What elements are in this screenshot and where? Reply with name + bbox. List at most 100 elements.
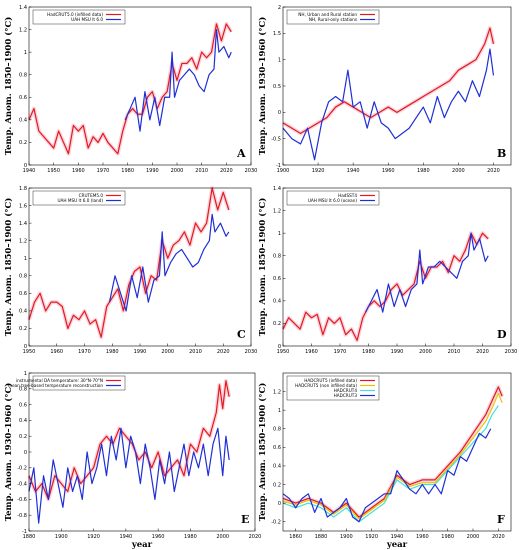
x-tick-label: 1980 (417, 168, 430, 174)
x-tick-label: 2030 (505, 349, 518, 355)
x-tick-label: 2000 (419, 349, 432, 355)
y-tick-label: 0.2 (19, 140, 27, 146)
legend-entry-label: UAH MSU lt 6.0 (71, 17, 103, 22)
legend-entry-label: HADCRUT5 (non infilled data) (295, 383, 357, 388)
x-tick-label: 1880 (23, 534, 36, 540)
y-tick-label: 0.6 (19, 95, 27, 101)
y-tick-label: 0.8 (19, 387, 27, 393)
y-tick-label: 1.2 (19, 238, 27, 244)
panel-letter: E (241, 513, 249, 526)
y-tick-label: 1 (24, 256, 27, 262)
legend-entry-label: NH, Rural-only stations (309, 17, 357, 22)
x-tick-label: 2010 (189, 349, 202, 355)
x-tick-label: 2000 (216, 534, 229, 540)
chart-panel-c: 1950 1960 1970 1980 1990 2000 2010 2020 2030 0 0.2… (3, 186, 257, 355)
series-line-0 (28, 23, 232, 155)
legend-box (32, 9, 126, 25)
y-axis-label: Temp. Anom. 1930–1960 (°C) (3, 383, 14, 522)
plot-area (283, 7, 511, 165)
chart-panel-f: 1860 1880 1900 1920 1940 1960 1980 2000 2020 -0.2… (257, 372, 512, 550)
x-tick-label: 2000 (171, 168, 184, 174)
y-tick-label: 0.6 (273, 445, 281, 451)
y-tick-label: 0 (278, 110, 281, 116)
y-tick-label: 1 (278, 408, 281, 414)
x-tick-label: 2020 (249, 534, 262, 540)
legend-entry-label: HadCRUT5.0 (infilled data) (47, 12, 103, 17)
y-tick-label: 0.8 (273, 427, 281, 433)
chart-panel-d: 1950 1960 1970 1980 1990 2000 2010 2020 2030 0 0.2… (257, 186, 517, 355)
legend-box (32, 190, 126, 206)
y-tick-label: 0.2 (273, 321, 281, 327)
legend-entry-label: instrumental DA temperature: 30°N-70°N (16, 378, 103, 383)
y-tick-label: 0 (24, 344, 27, 350)
y-tick-label: 0.6 (19, 402, 27, 408)
y-tick-label: 1.5 (273, 31, 281, 37)
y-tick-label: 0.2 (19, 434, 27, 440)
x-tick-label: 1940 (23, 168, 36, 174)
x-tick-label: 1880 (315, 534, 328, 540)
x-tick-label: 1970 (97, 168, 110, 174)
y-tick-label: 1.4 (273, 186, 281, 192)
y-tick-label: -0.2 (17, 466, 27, 472)
y-tick-label: 1.4 (19, 221, 27, 227)
y-tick-label: -0.6 (17, 497, 27, 503)
panel-letter: D (497, 328, 507, 341)
y-tick-label: -0.4 (17, 481, 27, 487)
x-tick-label: 1960 (416, 534, 429, 540)
y-tick-label: 2 (278, 5, 281, 11)
x-tick-label: 2010 (195, 168, 208, 174)
series-line-0 (282, 27, 495, 134)
x-tick-label: 1980 (441, 534, 454, 540)
legend-entry-label: UAH MSU lt 6.0 (land) (57, 198, 103, 203)
series-line-1 (28, 427, 230, 524)
y-tick-label: 0.5 (273, 84, 281, 90)
y-tick-label: 0.4 (273, 464, 281, 470)
x-tick-label: 1960 (72, 168, 85, 174)
y-tick-label: -0.2 (271, 520, 281, 526)
y-axis-label: Temp. Anom. 1850–1900 (°C) (3, 198, 14, 337)
x-tick-label: 1920 (87, 534, 100, 540)
y-tick-label: 1 (24, 50, 27, 56)
x-tick-label: 2000 (467, 534, 480, 540)
x-tick-label: 2020 (220, 168, 233, 174)
y-tick-label: 1.2 (273, 389, 281, 395)
x-tick-label: 1940 (391, 534, 404, 540)
x-tick-label: 2000 (452, 168, 465, 174)
y-axis-label: Temp. Anom. 1930–1960 (°C) (257, 17, 268, 156)
x-tick-label: 1960 (305, 349, 318, 355)
x-axis-label: year (131, 540, 153, 550)
x-tick-label: 1980 (106, 349, 119, 355)
x-tick-label: 2010 (448, 349, 461, 355)
y-tick-label: 1 (278, 57, 281, 63)
x-tick-label: 1970 (78, 349, 91, 355)
plot-area (283, 188, 511, 346)
x-tick-label: 2020 (492, 534, 505, 540)
y-tick-label: 0.6 (273, 276, 281, 282)
x-tick-label: 2020 (487, 168, 500, 174)
plot-frame (28, 6, 252, 166)
y-tick-label: 0.2 (273, 482, 281, 488)
legend-entry-label: HADCRUT5 (infilled data) (304, 378, 357, 383)
x-tick-label: 1920 (365, 534, 378, 540)
x-tick-label: 1920 (312, 168, 325, 174)
y-tick-label: 0 (278, 501, 281, 507)
chart-panel-b: 1900 1920 1940 1960 1980 2000 2020 -1 -0.5 0 0.5 1 1… (257, 5, 512, 174)
y-tick-label: -0.5 (271, 136, 281, 142)
x-tick-label: 2020 (217, 349, 230, 355)
y-tick-label: 0 (278, 344, 281, 350)
y-axis-label: Temp. Anom. 1850–1900 (°C) (257, 383, 268, 522)
x-tick-label: 1860 (289, 534, 302, 540)
x-axis-label: year (386, 540, 408, 550)
series-line-0 (28, 187, 230, 338)
x-tick-label: 1940 (347, 168, 360, 174)
y-tick-label: 0.4 (273, 299, 281, 305)
chart-panel-a: 1940 1950 1960 1970 1980 1990 2000 2010 2020 2030… (3, 5, 257, 174)
x-tick-label: 2020 (476, 349, 489, 355)
series-line-1 (282, 48, 495, 161)
y-tick-label: 0.4 (19, 118, 27, 124)
x-tick-label: 1980 (362, 349, 375, 355)
y-tick-label: 0.8 (273, 254, 281, 260)
y-axis-label: Temp. Anom. 1850–1900 (°C) (3, 17, 14, 156)
y-tick-label: 1.2 (273, 208, 281, 214)
